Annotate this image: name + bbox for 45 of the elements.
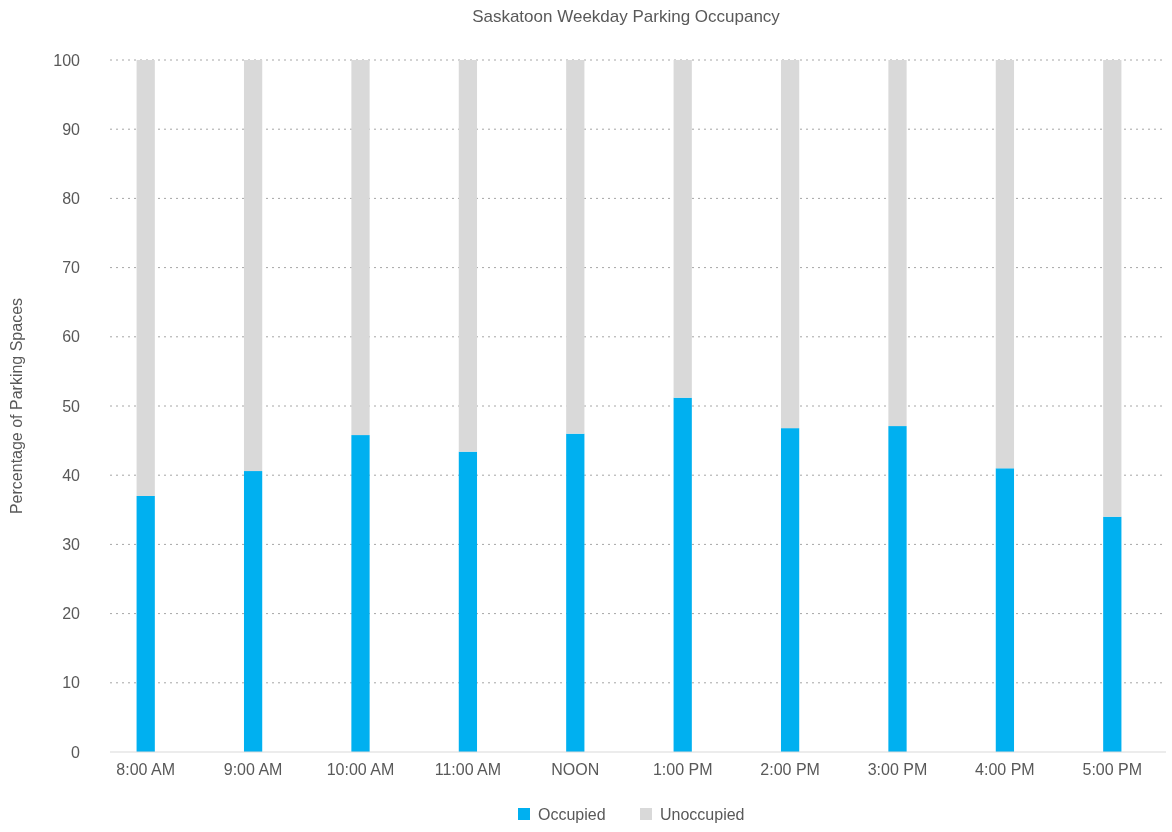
y-tick-label: 30 [62, 536, 81, 553]
bar [566, 60, 585, 434]
bar [1103, 60, 1122, 517]
y-tick-label: 80 [62, 190, 81, 207]
legend-label: Occupied [538, 806, 606, 823]
bar [136, 495, 155, 752]
bar [458, 60, 478, 452]
bar [566, 433, 585, 752]
bar [458, 451, 478, 752]
y-axis-title: Percentage of Parking Spaces [8, 297, 25, 515]
y-tick-label: 20 [62, 605, 81, 623]
bar [351, 60, 370, 436]
bar [673, 397, 692, 752]
y-tick-label: 40 [62, 466, 81, 484]
bar [243, 60, 263, 472]
legend-label: Unoccupied [660, 806, 745, 823]
y-tick-label: 60 [62, 328, 81, 346]
x-tick-label: 8:00 AM [116, 761, 176, 778]
bar [780, 60, 800, 429]
y-tick-label: 0 [71, 743, 81, 761]
x-tick-label: 9:00 AM [223, 761, 283, 778]
y-tick-label: 10 [62, 674, 81, 692]
y-tick-label: 50 [62, 397, 81, 415]
bar [780, 428, 800, 752]
bar [673, 60, 692, 398]
chart-title: Saskatoon Weekday Parking Occupancy [472, 7, 781, 26]
x-tick-label: 11:00 AM [434, 761, 502, 778]
x-tick-label: 4:00 PM [975, 761, 1035, 778]
bar [1103, 516, 1122, 752]
bar [888, 60, 907, 427]
y-tick-label: 100 [53, 51, 81, 69]
y-tick-label: 90 [62, 120, 81, 138]
x-tick-label: 3:00 PM [867, 761, 928, 778]
bar [243, 471, 263, 752]
bar [995, 468, 1015, 752]
x-tick-label: 5:00 PM [1082, 761, 1143, 778]
bar [888, 426, 907, 752]
bar [995, 60, 1015, 469]
y-tick-label: 70 [62, 259, 81, 277]
x-tick-label: NOON [551, 761, 600, 778]
x-tick-label: 2:00 PM [760, 761, 820, 778]
bar [351, 435, 370, 752]
x-tick-label: 10:00 AM [326, 761, 395, 778]
bar [136, 60, 155, 496]
x-tick-label: 1:00 PM [652, 761, 713, 778]
